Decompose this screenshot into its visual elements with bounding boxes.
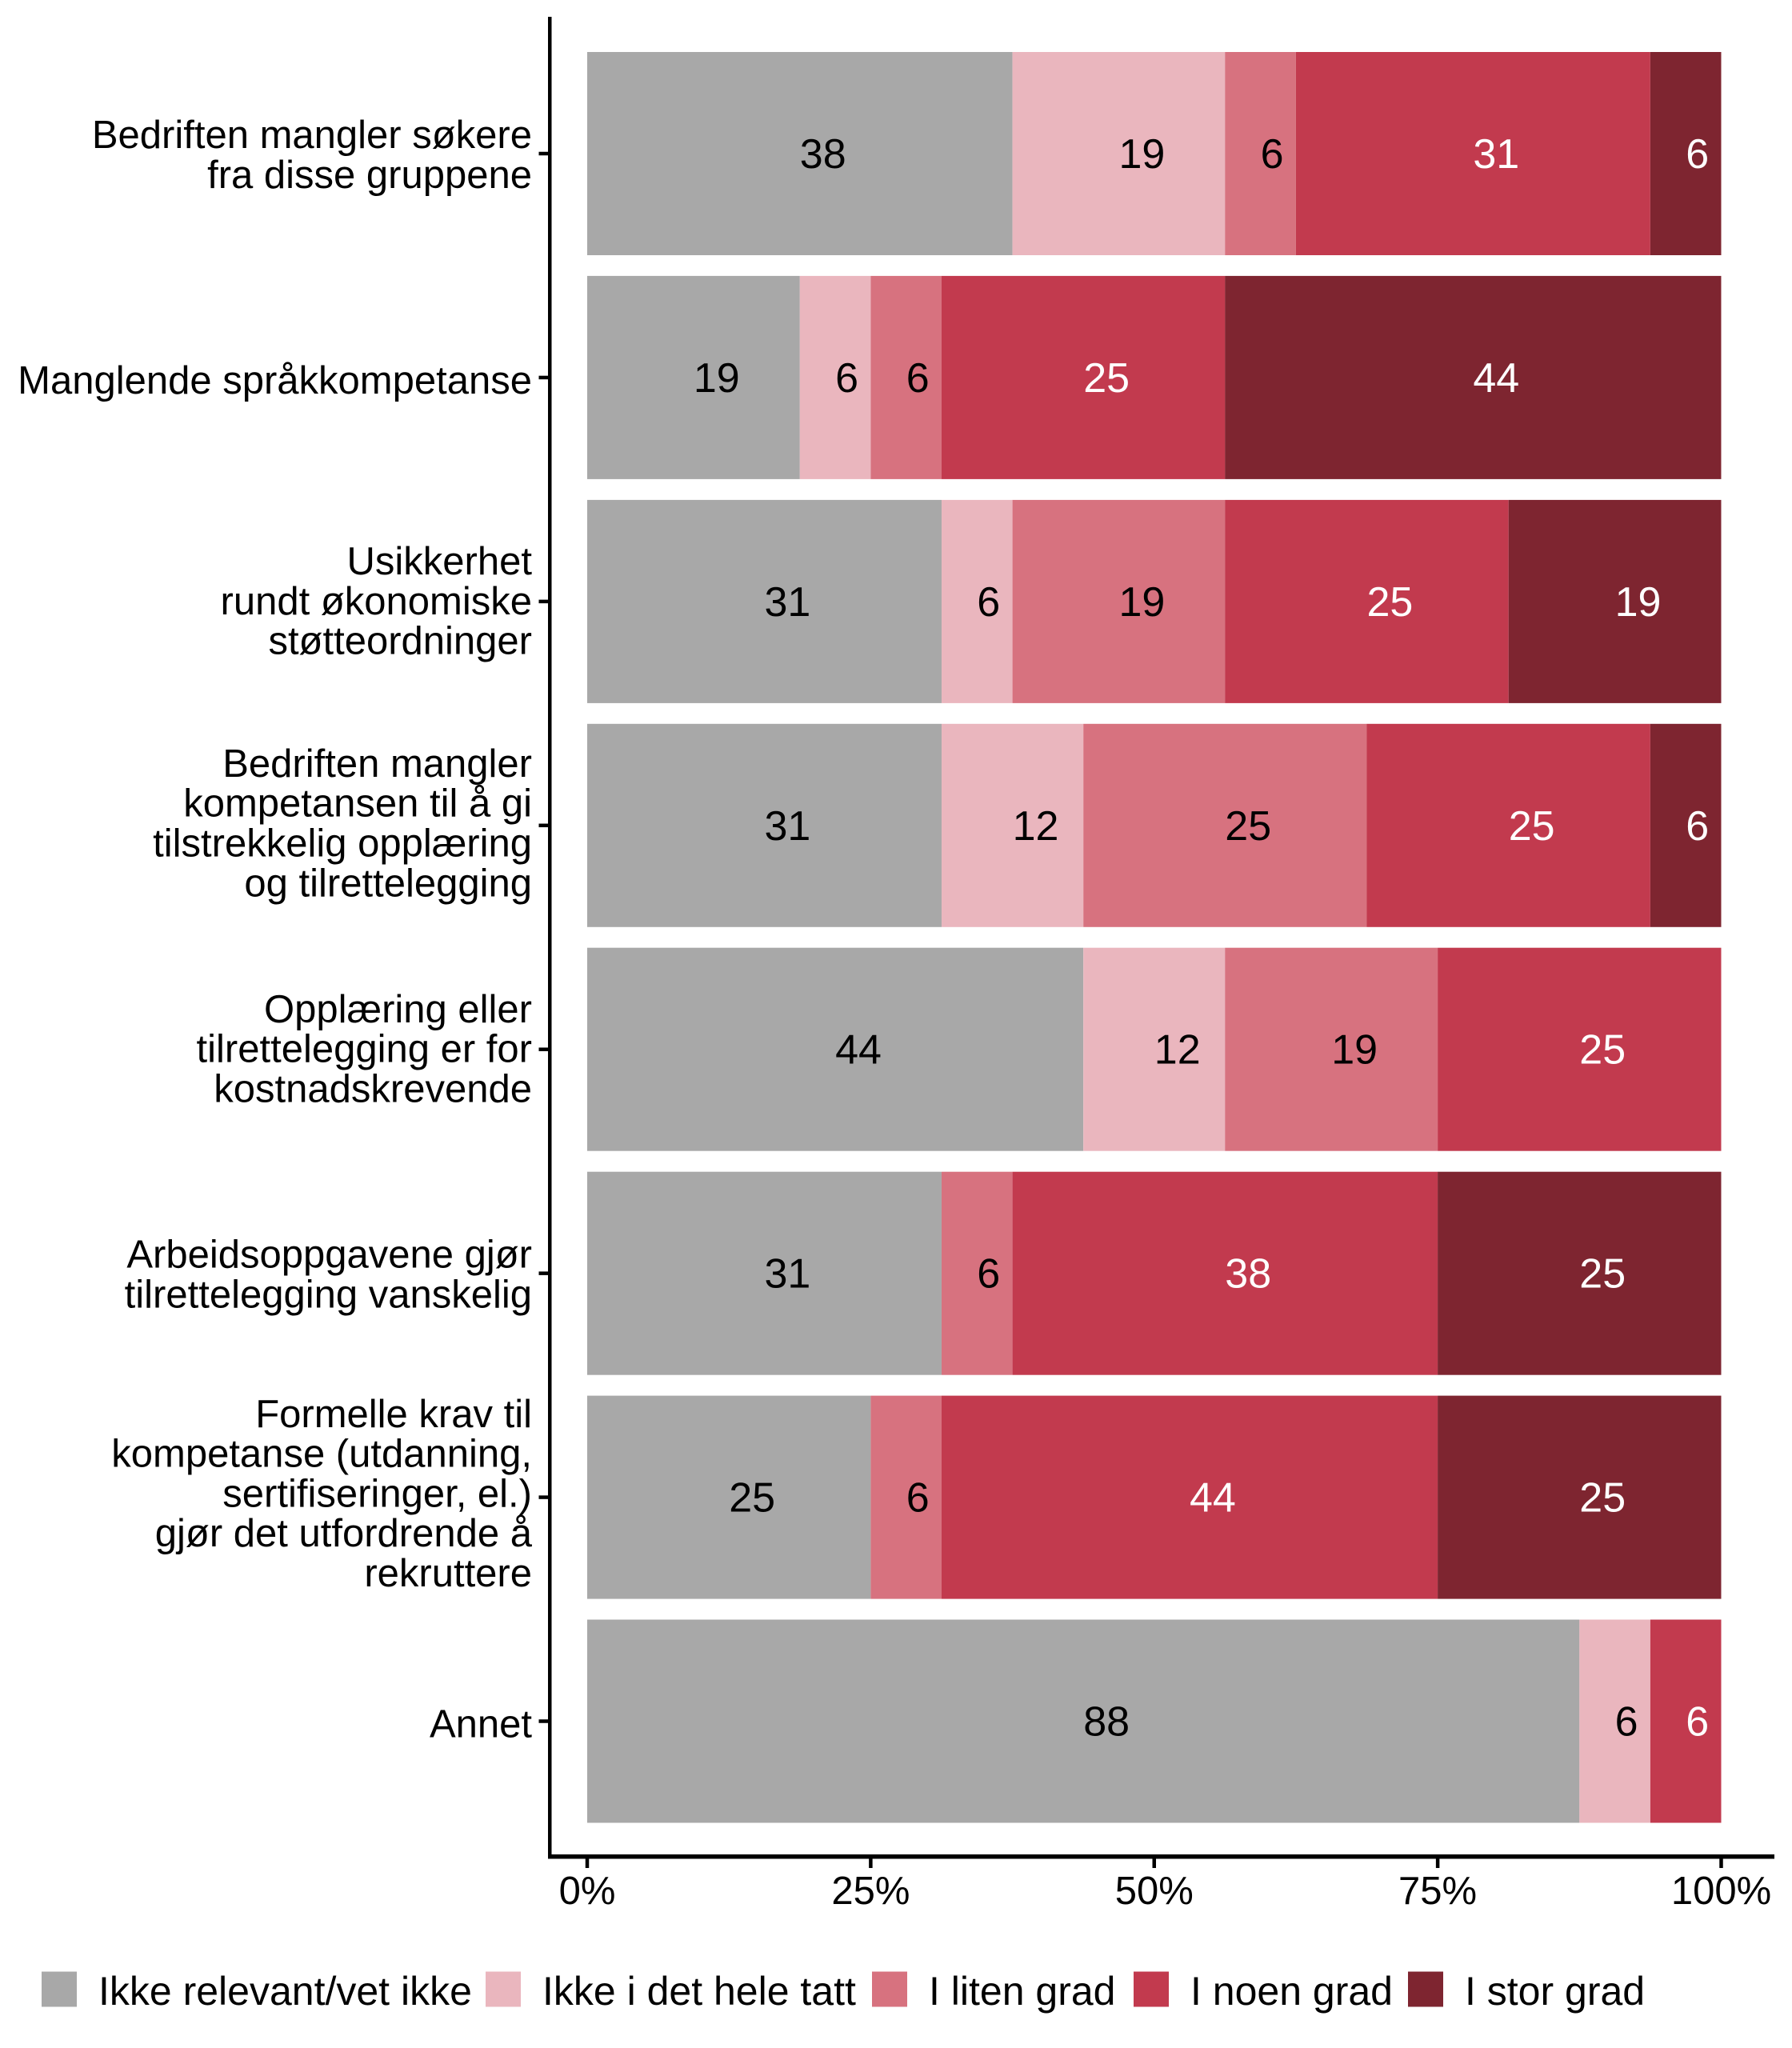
svg-text:25: 25 bbox=[1579, 1475, 1626, 1522]
svg-text:Formelle krav til: Formelle krav til bbox=[255, 1393, 532, 1436]
svg-text:25%: 25% bbox=[831, 1870, 910, 1913]
svg-text:rekruttere: rekruttere bbox=[364, 1552, 532, 1595]
svg-text:I liten grad: I liten grad bbox=[929, 1969, 1115, 2014]
svg-text:Manglende språkkompetanse: Manglende språkkompetanse bbox=[18, 359, 532, 402]
svg-text:I noen grad: I noen grad bbox=[1190, 1969, 1393, 2014]
svg-text:6: 6 bbox=[977, 1251, 1000, 1298]
svg-text:25: 25 bbox=[1579, 1027, 1626, 1074]
svg-text:støtteordninger: støtteordninger bbox=[268, 620, 532, 663]
svg-text:tilrettelegging vanskelig: tilrettelegging vanskelig bbox=[125, 1273, 532, 1316]
svg-text:19: 19 bbox=[1119, 131, 1166, 178]
svg-text:6: 6 bbox=[1686, 1699, 1709, 1746]
svg-text:0%: 0% bbox=[559, 1870, 616, 1913]
svg-text:tilstrekkelig opplæring: tilstrekkelig opplæring bbox=[153, 822, 532, 866]
svg-text:rundt økonomiske: rundt økonomiske bbox=[221, 580, 532, 623]
svg-text:88: 88 bbox=[1083, 1699, 1130, 1746]
svg-text:gjør det utfordrende å: gjør det utfordrende å bbox=[155, 1512, 533, 1555]
svg-text:25: 25 bbox=[1367, 579, 1414, 626]
svg-text:fra disse gruppene: fra disse gruppene bbox=[207, 154, 532, 197]
svg-text:38: 38 bbox=[1225, 1251, 1271, 1298]
svg-text:Usikkerhet: Usikkerhet bbox=[347, 540, 533, 583]
svg-text:44: 44 bbox=[1190, 1475, 1236, 1522]
svg-text:Bedriften mangler: Bedriften mangler bbox=[222, 742, 532, 786]
svg-text:6: 6 bbox=[1686, 131, 1709, 178]
svg-text:25: 25 bbox=[1579, 1251, 1626, 1298]
svg-text:44: 44 bbox=[1473, 355, 1519, 402]
svg-text:kompetansen til å gi: kompetansen til å gi bbox=[183, 782, 532, 826]
svg-text:19: 19 bbox=[1119, 579, 1166, 626]
svg-text:100%: 100% bbox=[1671, 1870, 1771, 1913]
svg-text:50%: 50% bbox=[1115, 1870, 1194, 1913]
svg-text:25: 25 bbox=[1225, 803, 1271, 850]
svg-text:19: 19 bbox=[1615, 579, 1662, 626]
svg-text:75%: 75% bbox=[1398, 1870, 1477, 1913]
svg-text:19: 19 bbox=[1331, 1027, 1378, 1074]
svg-text:og tilrettelegging: og tilrettelegging bbox=[244, 862, 532, 905]
svg-text:Arbeidsoppgavene gjør: Arbeidsoppgavene gjør bbox=[126, 1234, 532, 1277]
svg-text:6: 6 bbox=[906, 355, 930, 402]
svg-text:6: 6 bbox=[835, 355, 858, 402]
svg-text:31: 31 bbox=[765, 803, 811, 850]
svg-text:6: 6 bbox=[1615, 1699, 1638, 1746]
svg-text:25: 25 bbox=[1509, 803, 1555, 850]
svg-text:25: 25 bbox=[1083, 355, 1130, 402]
svg-text:31: 31 bbox=[765, 1251, 811, 1298]
svg-text:Opplæring eller: Opplæring eller bbox=[264, 988, 532, 1031]
svg-text:6: 6 bbox=[977, 579, 1000, 626]
svg-text:Ikke i det hele tatt: Ikke i det hele tatt bbox=[542, 1969, 856, 2014]
svg-text:31: 31 bbox=[765, 579, 811, 626]
svg-text:Annet: Annet bbox=[430, 1702, 532, 1746]
svg-text:19: 19 bbox=[694, 355, 740, 402]
svg-text:6: 6 bbox=[1261, 131, 1284, 178]
svg-text:6: 6 bbox=[906, 1475, 930, 1522]
svg-text:12: 12 bbox=[1154, 1027, 1201, 1074]
svg-text:31: 31 bbox=[1473, 131, 1519, 178]
svg-text:tilrettelegging er for: tilrettelegging er for bbox=[197, 1028, 532, 1071]
svg-text:kompetanse (utdanning,: kompetanse (utdanning, bbox=[111, 1433, 532, 1476]
svg-text:I stor grad: I stor grad bbox=[1465, 1969, 1645, 2014]
svg-text:25: 25 bbox=[729, 1475, 775, 1522]
svg-text:Bedriften mangler søkere: Bedriften mangler søkere bbox=[92, 114, 532, 157]
svg-text:38: 38 bbox=[800, 131, 846, 178]
svg-text:12: 12 bbox=[1013, 803, 1059, 850]
svg-text:6: 6 bbox=[1686, 803, 1709, 850]
svg-text:Ikke relevant/vet ikke: Ikke relevant/vet ikke bbox=[98, 1969, 472, 2014]
svg-text:44: 44 bbox=[835, 1027, 882, 1074]
svg-text:kostnadskrevende: kostnadskrevende bbox=[214, 1067, 532, 1110]
svg-text:sertifiseringer, el.): sertifiseringer, el.) bbox=[222, 1472, 532, 1515]
